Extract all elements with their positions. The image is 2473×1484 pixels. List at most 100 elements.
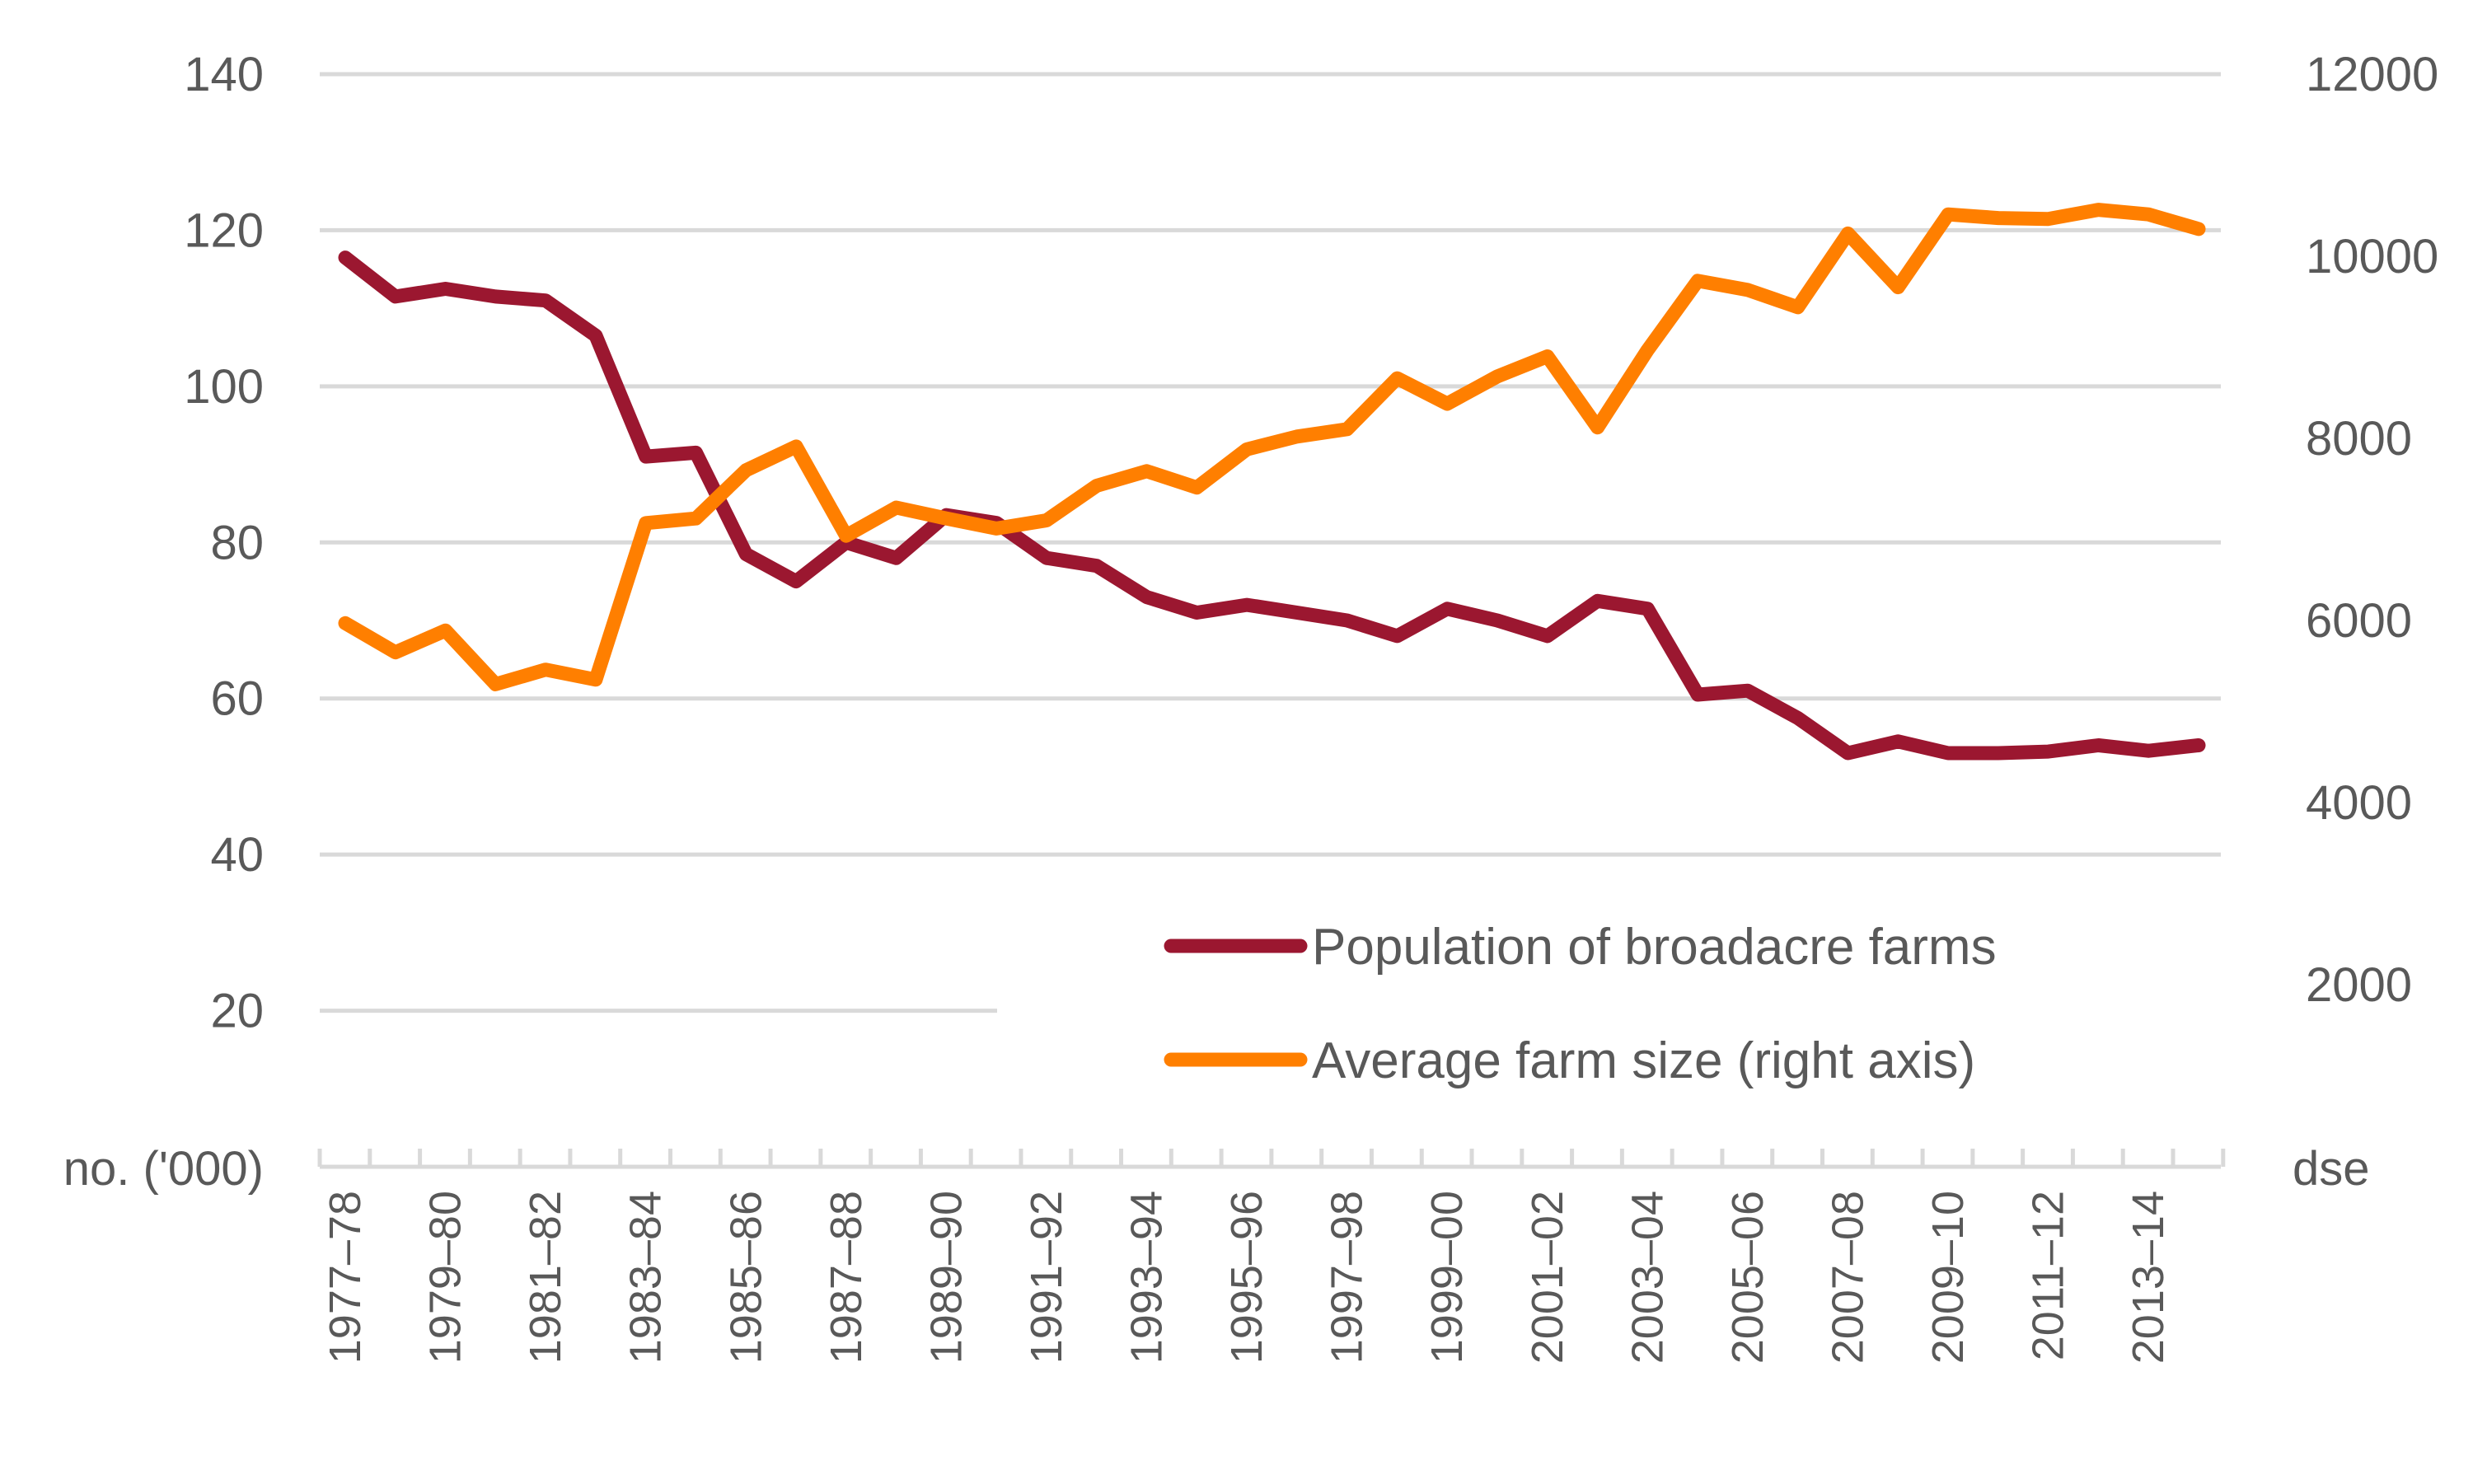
left-y-tick-label: 120 (184, 204, 264, 257)
data-point (1046, 557, 1047, 559)
x-tick-label: 2001–02 (1523, 1191, 1572, 1364)
data-point (2048, 218, 2049, 220)
data-point (945, 517, 947, 519)
data-point (1747, 289, 1749, 291)
data-point (1998, 752, 1999, 754)
left-y-axis-ticks: 20 40 60 80 100 120 140 (184, 48, 264, 1038)
data-point (845, 535, 847, 536)
data-point (1446, 608, 1448, 610)
data-point (1296, 436, 1298, 438)
x-tick-label: 2011–12 (2024, 1191, 2073, 1360)
right-y-tick-label: 8000 (2306, 412, 2412, 466)
x-tick-label: 2007–08 (1824, 1191, 1873, 1364)
legend: Population of broadacre farms Average fa… (1164, 919, 1997, 1089)
data-point (445, 288, 447, 289)
x-tick-label: 1989–90 (921, 1191, 971, 1364)
x-tick-label: 2005–06 (1723, 1191, 1773, 1364)
left-y-tick-label: 140 (184, 48, 264, 101)
data-point (645, 522, 647, 524)
x-tick-label: 1981–82 (521, 1191, 570, 1364)
data-point (1446, 403, 1448, 405)
data-point (1646, 608, 1648, 610)
data-point (1296, 612, 1298, 614)
data-point (1096, 565, 1098, 567)
data-point (1547, 356, 1548, 358)
x-tick-label: 1977–78 (321, 1191, 370, 1364)
x-tick-label: 2013–14 (2124, 1191, 2173, 1364)
data-point (494, 296, 496, 297)
data-point (1697, 694, 1698, 695)
legend-item-farm-size[interactable]: Average farm size (right axis) (1164, 1032, 1975, 1089)
data-point (1797, 307, 1799, 308)
legend-label-population: Population of broadacre farms (1312, 919, 1997, 976)
data-point (1347, 428, 1348, 430)
data-point (1947, 752, 1949, 754)
x-tick-label: 1987–88 (822, 1191, 871, 1364)
data-point (745, 553, 747, 555)
data-point (1146, 470, 1148, 472)
left-axis-unit-label: no. ('000) (63, 1142, 264, 1196)
data-point (1246, 604, 1248, 606)
data-point (695, 517, 696, 519)
right-y-tick-label: 10000 (2306, 230, 2438, 283)
data-point (1897, 287, 1899, 288)
data-point (1396, 635, 1398, 637)
data-point (1697, 280, 1698, 282)
x-axis (317, 1149, 2226, 1169)
data-point (545, 300, 546, 302)
data-point (1848, 232, 1849, 234)
data-point (995, 527, 997, 529)
legend-item-population[interactable]: Population of broadacre farms (1164, 919, 1997, 976)
data-point (695, 452, 696, 453)
data-point (1597, 600, 1599, 602)
data-point (1096, 485, 1098, 486)
right-y-tick-label: 12000 (2306, 48, 2438, 101)
data-point (445, 630, 447, 631)
data-point (2147, 750, 2149, 751)
x-tick-label: 1983–84 (621, 1191, 671, 1364)
data-point (1597, 427, 1599, 428)
data-point (1046, 519, 1047, 521)
data-point (795, 581, 797, 583)
data-point (344, 622, 346, 624)
x-tick-label: 1995–96 (1222, 1191, 1272, 1364)
data-point (595, 335, 597, 336)
x-tick-label: 1991–92 (1022, 1191, 1071, 1364)
series-lines (338, 203, 2206, 761)
data-point (1646, 349, 1648, 351)
x-axis-tick-labels: 1977–78 1979–80 1981–82 1983–84 1985–86 1987–… (321, 1191, 2173, 1364)
data-point (1196, 612, 1197, 614)
series-line-population (338, 250, 2206, 761)
data-point (1246, 448, 1248, 450)
data-point (2198, 228, 2199, 230)
left-y-tick-label: 100 (184, 360, 264, 414)
data-point (2147, 213, 2149, 215)
right-y-tick-label: 2000 (2306, 958, 2412, 1012)
data-point (1998, 218, 1999, 219)
left-y-tick-label: 60 (210, 672, 264, 726)
right-y-axis-ticks: 2000 4000 6000 8000 10000 12000 (2306, 48, 2438, 1012)
data-point (2048, 751, 2049, 752)
data-point (545, 669, 546, 671)
data-point (395, 296, 396, 297)
data-point (2198, 745, 2199, 747)
right-y-tick-label: 4000 (2306, 776, 2412, 830)
data-point (896, 557, 897, 559)
gridlines (320, 72, 2221, 1014)
data-point (1797, 717, 1799, 719)
data-point (595, 679, 597, 681)
data-point (795, 446, 797, 447)
x-tick-label: 2003–04 (1623, 1191, 1672, 1364)
data-point (645, 456, 647, 457)
data-point (344, 257, 346, 259)
right-y-tick-label: 6000 (2306, 594, 2412, 648)
x-tick-label: 2009–10 (1923, 1191, 1973, 1364)
left-y-tick-label: 40 (210, 828, 264, 882)
data-point (1496, 376, 1498, 377)
data-point (896, 507, 897, 508)
data-point (1396, 377, 1398, 379)
data-point (1547, 635, 1548, 637)
data-point (745, 470, 747, 471)
right-axis-unit-label: dse (2293, 1142, 2370, 1196)
data-point (1196, 487, 1197, 489)
